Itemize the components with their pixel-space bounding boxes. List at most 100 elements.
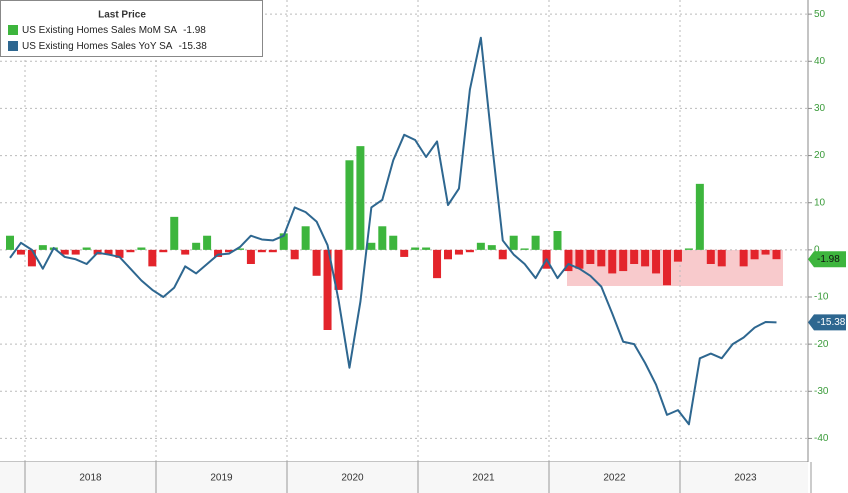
y-tick-label: -30 [814, 386, 829, 397]
bar [16, 249, 25, 255]
bar [509, 235, 518, 250]
bar [290, 249, 299, 260]
value-tag-label: -1.98 [817, 254, 840, 265]
legend-swatch [8, 41, 18, 51]
bar [235, 248, 244, 250]
value-tag-label: -15.38 [817, 317, 846, 328]
bar [323, 249, 332, 330]
bar [652, 249, 661, 274]
bar [487, 245, 496, 250]
bar [673, 249, 682, 262]
bar [192, 242, 201, 250]
legend-label: US Existing Homes Sales YoY SA -15.38 [22, 41, 207, 52]
bar [586, 249, 595, 264]
bar [71, 249, 80, 255]
y-tick-label: -40 [814, 433, 829, 444]
bar [619, 249, 628, 272]
legend-value: -15.38 [178, 41, 207, 52]
bar [520, 248, 529, 250]
bar [641, 249, 650, 267]
legend-title: Last Price [98, 10, 146, 21]
legend-swatch [8, 25, 18, 35]
x-tick-label: 2022 [603, 473, 626, 484]
grid [0, 0, 808, 462]
bar [115, 249, 124, 258]
bar [6, 235, 14, 250]
bar [104, 249, 113, 255]
bar [400, 249, 409, 257]
bar [564, 249, 573, 272]
legend-value: -1.98 [183, 25, 206, 36]
x-tick-label: 2019 [210, 473, 233, 484]
bar [717, 249, 726, 267]
bar [454, 249, 463, 255]
bar [706, 249, 715, 264]
bar [126, 249, 135, 253]
y-tick-label: -10 [814, 292, 829, 303]
bar [225, 249, 233, 253]
bar [38, 245, 47, 250]
bar [531, 235, 540, 250]
bar [663, 249, 671, 286]
bar [27, 249, 36, 267]
x-tick-label: 2023 [734, 473, 757, 484]
y-tick-label: 50 [814, 9, 826, 20]
bar [181, 249, 190, 255]
bar [60, 249, 69, 255]
legend-label: US Existing Homes Sales MoM SA -1.98 [22, 25, 206, 36]
bar [750, 249, 759, 260]
bar [268, 249, 277, 253]
bar [465, 249, 474, 253]
bar [608, 249, 617, 274]
bar [433, 249, 442, 279]
y-tick-label: 10 [814, 197, 826, 208]
bar [356, 146, 365, 250]
y-tick-label: 20 [814, 150, 826, 161]
value-tag [808, 314, 846, 331]
bar [684, 248, 693, 250]
bar [597, 249, 606, 267]
bar [498, 249, 507, 260]
bar [137, 247, 146, 250]
bar [312, 249, 321, 276]
bar [159, 249, 168, 253]
legend-box [0, 0, 263, 57]
bar [772, 249, 781, 260]
legend: Last Price US Existing Homes Sales MoM S… [0, 0, 263, 57]
bar [575, 249, 584, 269]
bar [630, 249, 639, 264]
y-tick-label: 0 [814, 244, 820, 255]
bar [279, 233, 288, 250]
bar [367, 242, 376, 250]
y-tick-label: 40 [814, 56, 826, 67]
bar [82, 247, 91, 250]
bar [422, 247, 431, 250]
bar [170, 216, 179, 250]
value-tag [808, 251, 846, 268]
bar [345, 160, 354, 250]
legend-name: US Existing Homes Sales YoY SA [22, 41, 173, 52]
bar [389, 235, 398, 250]
bar [761, 249, 770, 255]
bar [695, 183, 704, 250]
y-tick-label: 30 [814, 103, 826, 114]
bar [214, 249, 223, 257]
bar [444, 249, 452, 260]
bar [411, 247, 420, 250]
bar [378, 226, 387, 250]
marks [6, 36, 781, 426]
bar [739, 249, 748, 267]
x-tick-label: 2020 [341, 473, 364, 484]
bar [301, 226, 310, 250]
bar [553, 231, 562, 250]
x-tick-label: 2018 [79, 473, 102, 484]
bar [203, 235, 212, 250]
bar [334, 249, 343, 290]
line [9, 36, 777, 426]
legend-name: US Existing Homes Sales MoM SA [22, 25, 177, 36]
y-tick-label: -20 [814, 339, 829, 350]
bar [148, 249, 157, 267]
x-tick-label: 2021 [472, 473, 495, 484]
